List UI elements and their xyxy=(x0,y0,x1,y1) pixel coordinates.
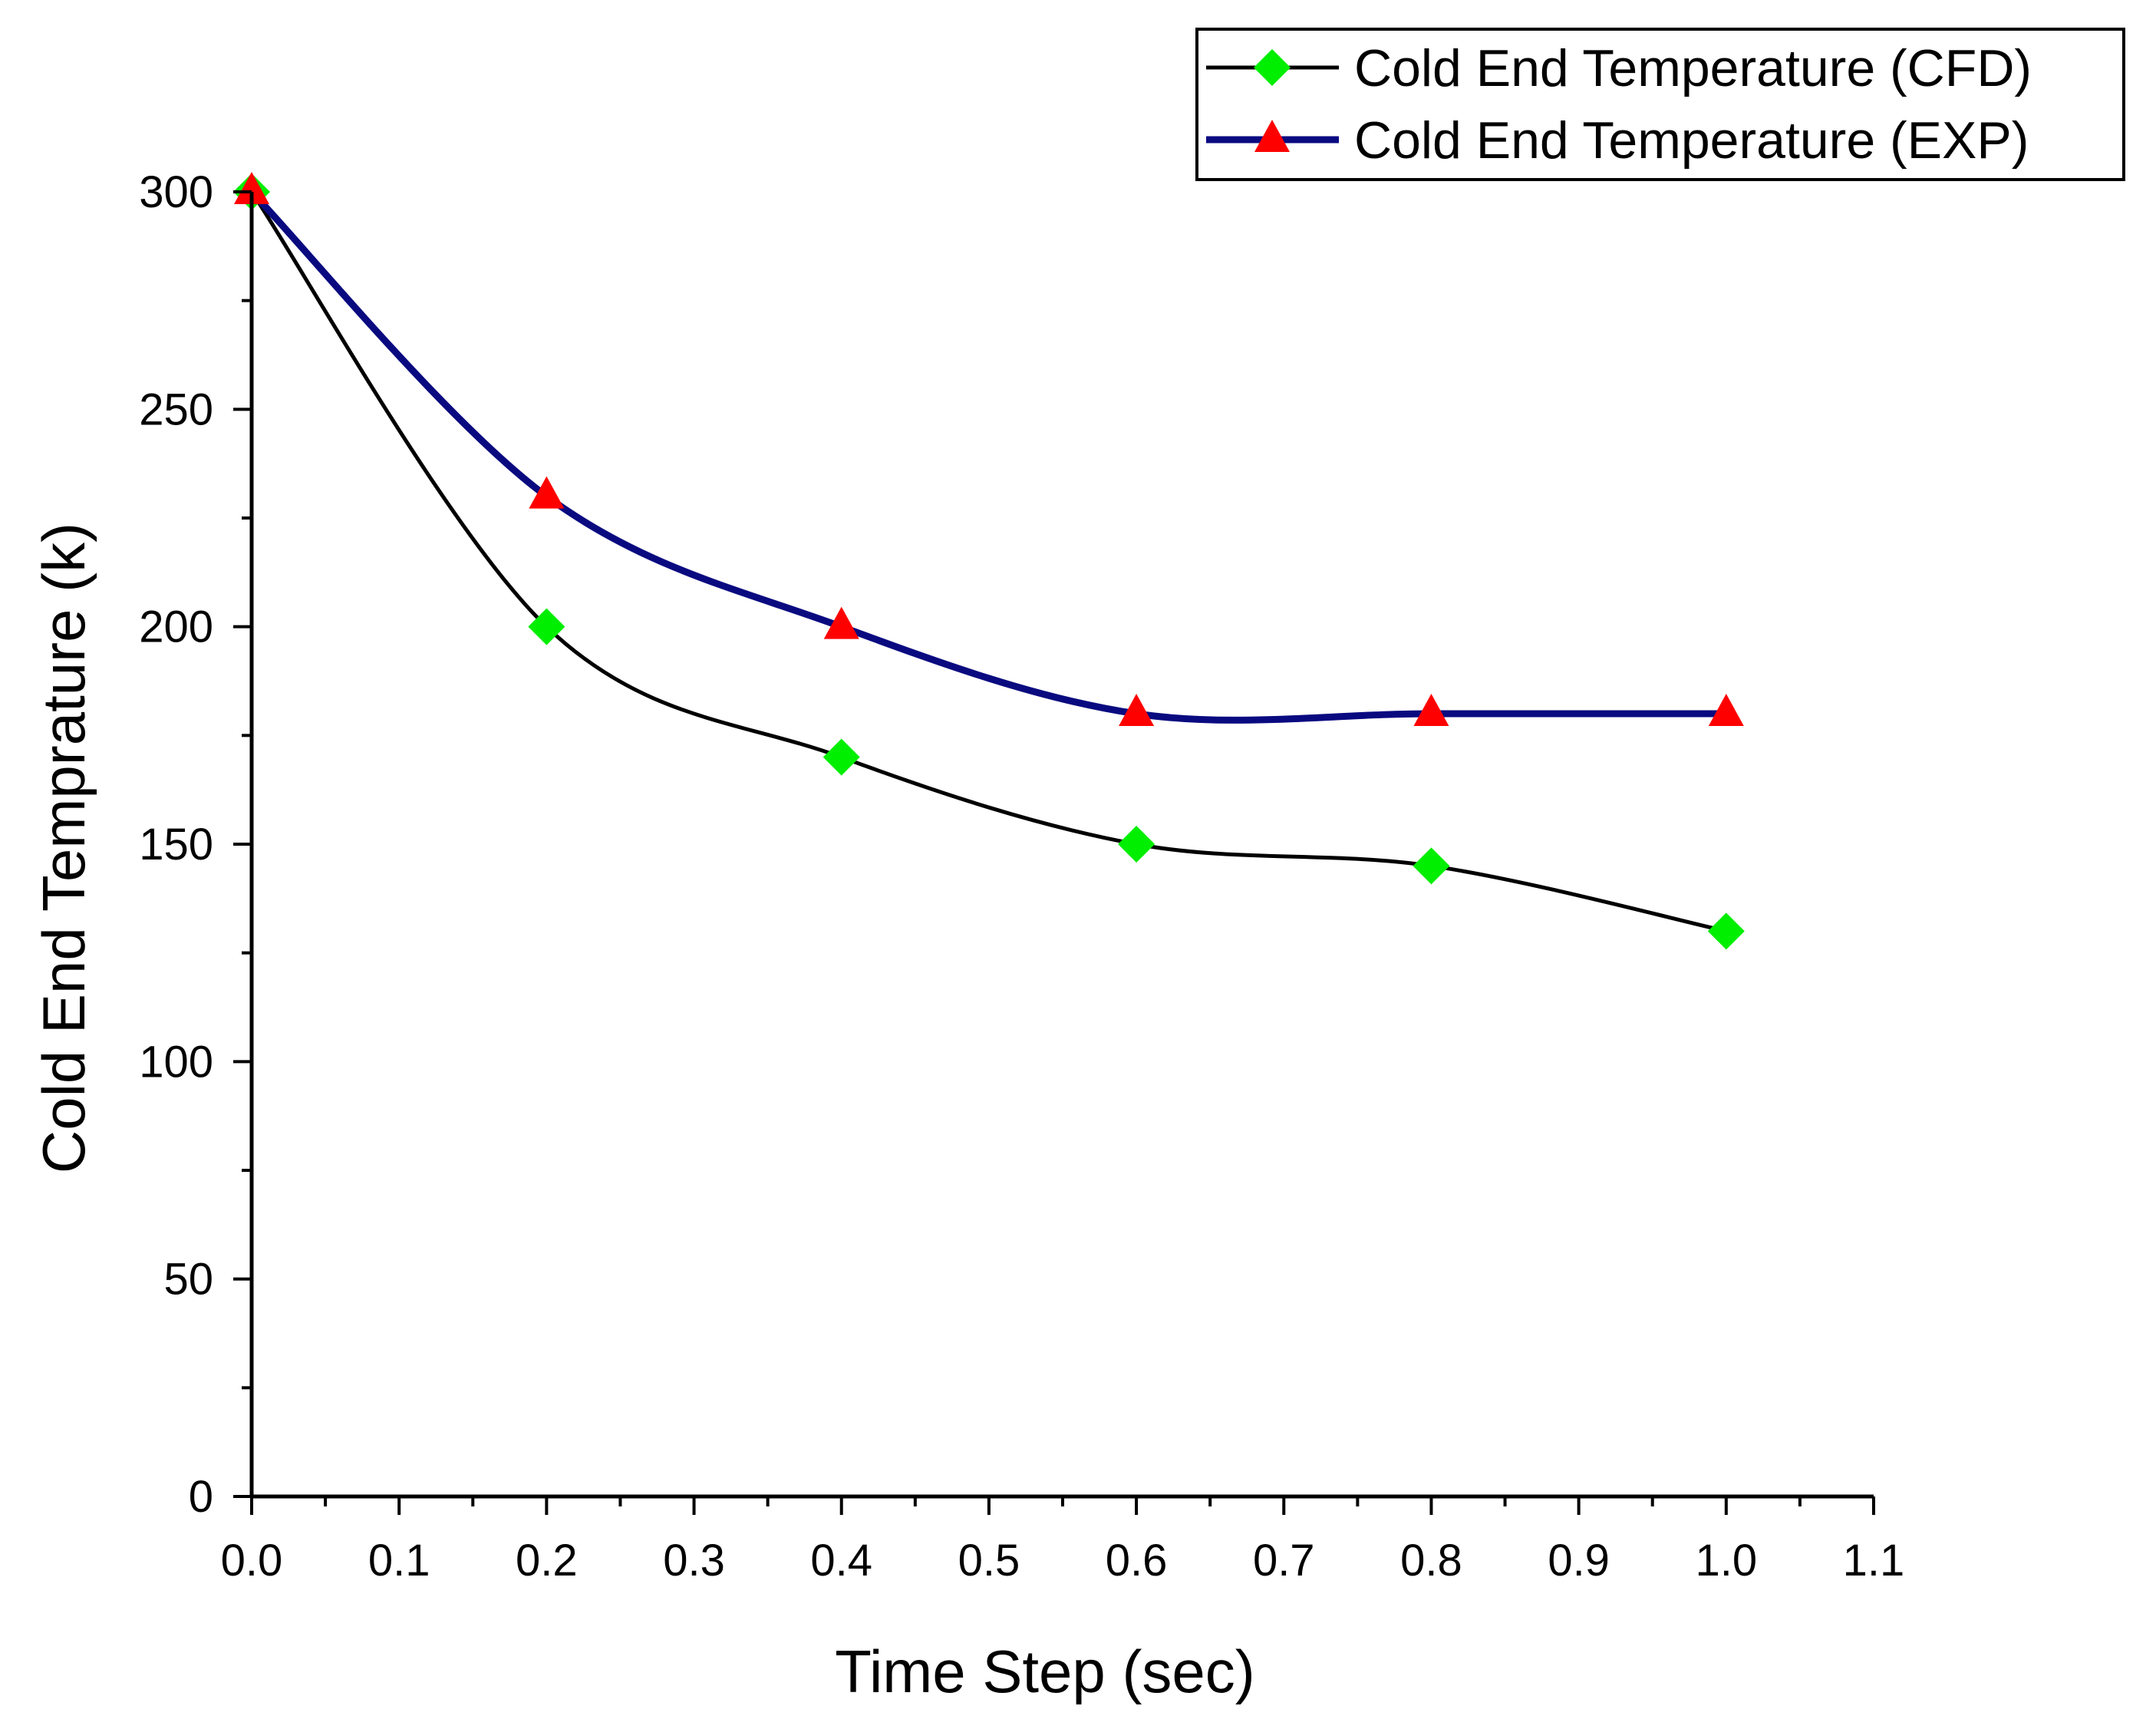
data-point xyxy=(1708,693,1744,726)
legend-label: Cold End Temperature (EXP) xyxy=(1354,111,2029,170)
data-point xyxy=(528,608,565,645)
legend-entry-cfd: Cold End Temperature (CFD) xyxy=(1206,39,2032,97)
x-tick-label: 1.1 xyxy=(1843,1536,1905,1585)
x-tick-label: 0.3 xyxy=(663,1536,725,1585)
data-point xyxy=(823,738,860,776)
x-axis-title: Time Step (sec) xyxy=(835,1638,1255,1705)
x-tick-label: 0.1 xyxy=(368,1536,430,1585)
series-line xyxy=(248,188,1730,724)
x-tick-label: 0.2 xyxy=(516,1536,578,1585)
y-tick-label: 300 xyxy=(139,167,213,217)
x-tick-label: 0.7 xyxy=(1253,1536,1315,1585)
y-tick-label: 50 xyxy=(163,1255,213,1305)
legend: Cold End Temperature (CFD) Cold End Tempe… xyxy=(1195,28,2125,181)
y-tick-label: 150 xyxy=(139,820,213,869)
legend-entry-exp: Cold End Temperature (EXP) xyxy=(1206,111,2029,170)
x-tick-label: 0.5 xyxy=(958,1536,1020,1585)
legend-marker xyxy=(1254,119,1290,152)
x-tick-label: 0.9 xyxy=(1548,1536,1610,1585)
data-point xyxy=(529,476,565,509)
series-cfd xyxy=(233,173,1745,950)
x-tick-label: 0.8 xyxy=(1400,1536,1462,1585)
data-point xyxy=(823,606,859,639)
y-tick-label: 0 xyxy=(189,1472,213,1522)
legend-label: Cold End Temperature (CFD) xyxy=(1354,39,2032,97)
x-tick-label: 1.0 xyxy=(1695,1536,1757,1585)
x-tick-label: 0.4 xyxy=(810,1536,872,1585)
data-point xyxy=(234,171,269,204)
data-point xyxy=(1413,693,1449,726)
series-exp xyxy=(234,171,1744,726)
y-axis-title: Cold End Temprature (k) xyxy=(30,523,97,1173)
data-point xyxy=(1413,847,1450,885)
data-point xyxy=(1707,912,1745,950)
y-tick-label: 200 xyxy=(139,602,213,652)
data-point xyxy=(1119,693,1155,726)
x-tick-label: 0.0 xyxy=(221,1536,283,1585)
y-tick-label: 250 xyxy=(139,384,213,434)
x-tick-label: 0.6 xyxy=(1106,1536,1168,1585)
series-line xyxy=(249,190,1729,933)
y-tick-label: 100 xyxy=(139,1037,213,1087)
plot-area xyxy=(233,171,1745,950)
axes: 0.0 0.1 0.2 0.3 0.4 0.5 0.6 0.7 0.8 0.9 1.0 1.1 0 50 1… xyxy=(139,167,1904,1585)
data-point xyxy=(1118,826,1155,863)
legend-box xyxy=(1195,28,2125,181)
legend-marker xyxy=(1254,49,1291,86)
